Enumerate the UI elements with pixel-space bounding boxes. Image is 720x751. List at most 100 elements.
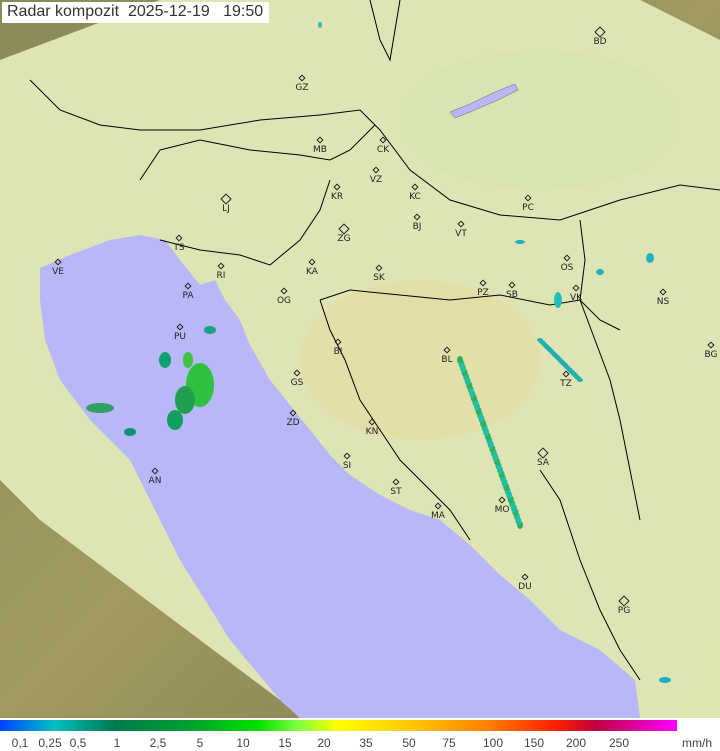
legend-tick: 35 xyxy=(359,736,373,750)
city-bd: BD xyxy=(593,26,607,47)
legend-tick: 150 xyxy=(523,736,545,750)
city-label: VT xyxy=(455,229,467,239)
city-marker-icon xyxy=(707,341,715,349)
city-marker-icon xyxy=(368,418,376,426)
city-bg: BG xyxy=(705,341,718,360)
city-vk: VK xyxy=(570,284,583,303)
city-label: SK xyxy=(373,273,386,283)
city-st: ST xyxy=(390,478,402,497)
radar-echo xyxy=(457,356,463,364)
radar-echo xyxy=(596,269,604,275)
legend-tick: 10 xyxy=(236,736,250,750)
city-label: GZ xyxy=(295,83,308,93)
city-marker-icon xyxy=(521,573,529,581)
radar-echo xyxy=(167,410,183,430)
radar-echo xyxy=(515,240,525,244)
city-sa: SA xyxy=(537,447,550,468)
city-label: DU xyxy=(518,582,532,592)
city-marker-icon xyxy=(411,183,419,191)
city-sb: SB xyxy=(506,281,518,300)
city-label: LJ xyxy=(222,204,230,214)
city-label: BJ xyxy=(413,222,422,232)
radar-echo xyxy=(175,386,195,414)
legend-tick: 100 xyxy=(482,736,504,750)
city-marker-icon xyxy=(498,496,506,504)
legend-tick: 1 xyxy=(113,736,121,750)
city-marker-icon xyxy=(508,281,516,289)
legend-tick: 0,1 xyxy=(11,736,29,750)
city-tz: TZ xyxy=(559,370,572,389)
city-marker-icon xyxy=(572,284,580,292)
city-label: VK xyxy=(570,293,583,303)
city-label: PZ xyxy=(477,288,489,298)
city-du: DU xyxy=(518,573,532,592)
city-marker-icon xyxy=(413,213,421,221)
city-label: ST xyxy=(390,487,402,497)
city-mb: MB xyxy=(313,136,327,155)
city-marker-icon xyxy=(334,338,342,346)
city-marker-icon xyxy=(316,136,324,144)
radar-echoes xyxy=(86,22,671,683)
city-ka: KA xyxy=(306,258,319,277)
radar-echo xyxy=(124,428,136,436)
city-mo: MO xyxy=(495,496,510,515)
city-sk: SK xyxy=(373,264,386,283)
radar-echo xyxy=(159,352,171,368)
legend-tick: 15 xyxy=(278,736,292,750)
city-ns: NS xyxy=(657,288,670,307)
city-ri: RI xyxy=(217,262,226,281)
radar-echo xyxy=(659,677,671,683)
city-pu: PU xyxy=(174,323,186,342)
city-label: PC xyxy=(522,203,534,213)
city-label: PA xyxy=(182,291,194,301)
legend-tick: 200 xyxy=(565,736,587,750)
city-marker-icon xyxy=(220,193,232,205)
city-marker-icon xyxy=(298,74,306,82)
city-gs: GS xyxy=(291,369,304,388)
city-kr: KR xyxy=(331,183,343,202)
city-zd: ZD xyxy=(286,409,300,428)
city-label: PU xyxy=(174,332,186,342)
city-marker-icon xyxy=(175,234,183,242)
country-borders xyxy=(29,0,720,681)
city-label: BI xyxy=(334,347,343,357)
city-label: KN xyxy=(366,427,379,437)
city-marker-icon xyxy=(659,288,667,296)
city-an: AN xyxy=(149,467,161,486)
city-label: SB xyxy=(506,290,518,300)
city-label: VE xyxy=(52,267,64,277)
city-og: OG xyxy=(277,287,291,306)
radar-echo xyxy=(183,352,193,368)
city-marker-icon xyxy=(372,166,380,174)
city-ts: TS xyxy=(172,234,185,253)
city-ma: MA xyxy=(431,502,446,521)
city-label: KR xyxy=(331,192,343,202)
city-label: RI xyxy=(217,271,226,281)
radar-echo xyxy=(577,378,583,382)
city-pz: PZ xyxy=(477,279,489,298)
city-marker-icon xyxy=(333,183,341,191)
legend-tick: 5 xyxy=(196,736,204,750)
city-label: OG xyxy=(277,296,291,306)
city-label: NS xyxy=(657,297,670,307)
city-marker-icon xyxy=(443,346,451,354)
city-marker-icon xyxy=(375,264,383,272)
city-label: MO xyxy=(495,505,510,515)
city-label: BG xyxy=(705,350,718,360)
legend-tick: 0,25 xyxy=(38,736,62,750)
city-marker-icon xyxy=(524,194,532,202)
city-pg: PG xyxy=(618,595,630,616)
city-label: BL xyxy=(441,355,452,365)
city-gz: GZ xyxy=(295,74,309,93)
legend-tick: 250 xyxy=(608,736,630,750)
city-markers: BD GZ MB CK VZ KR KC PC LJ BJ VT ZG TS VE KA SK OS RI PA OG… xyxy=(52,26,718,616)
city-marker-icon xyxy=(594,26,606,38)
city-pc: PC xyxy=(522,194,534,213)
city-marker-icon xyxy=(293,369,301,377)
city-os: OS xyxy=(561,254,574,273)
city-label: KC xyxy=(409,192,421,202)
city-label: TS xyxy=(172,243,184,253)
precipitation-legend: 0,1 0,25 0,5 1 2,5 5 10 15 20 35 50 75 100 150 200 250 m… xyxy=(0,718,720,751)
radar-map: BD GZ MB CK VZ KR KC PC LJ BJ VT ZG TS VE KA SK OS RI PA OG… xyxy=(0,0,720,718)
